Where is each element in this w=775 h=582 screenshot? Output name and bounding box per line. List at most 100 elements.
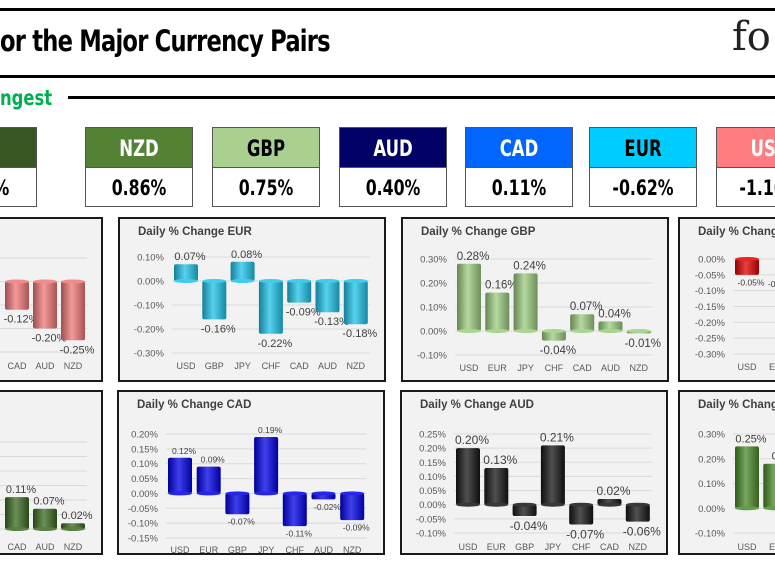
data-label: 0.02% xyxy=(596,484,630,498)
x-tick-label: JPY xyxy=(234,361,251,371)
bar-cap xyxy=(202,279,227,283)
chart-plot: CAD 0.11% AUD 0.07% NZD 0.02% xyxy=(0,441,93,552)
chart-panel: Daily % Chang 0.00% -0.05% -0.10% -0.15% -0.2… xyxy=(678,217,775,382)
currency-code: GBP xyxy=(247,136,285,162)
bar-cap xyxy=(598,329,623,333)
data-label: -0.05% xyxy=(738,277,765,287)
bar-cap xyxy=(343,279,368,283)
bar-cap xyxy=(282,491,307,496)
x-tick-label: USD xyxy=(176,361,196,371)
currency-box-chf: CHF 0.96% xyxy=(0,127,37,207)
data-label: -0.07% xyxy=(228,517,255,527)
data-label: 0.04% xyxy=(598,308,631,320)
data-label: 0.12% xyxy=(172,446,197,456)
x-tick-label: AUD xyxy=(35,361,55,371)
x-tick-label: NZD xyxy=(347,361,366,371)
x-tick-label: EU xyxy=(769,362,775,372)
y-tick-label: -0.10% xyxy=(128,519,159,530)
bar-cap xyxy=(33,279,57,284)
y-tick-label: 0.15% xyxy=(419,458,446,469)
x-tick-label: JPY xyxy=(517,363,534,373)
x-tick-label: NZD xyxy=(629,542,648,552)
x-tick-label: GBP xyxy=(515,542,534,552)
x-tick-label: CAD xyxy=(7,361,27,371)
chart-panel: Daily % Change AUD 0.25% 0.20% 0.15% 0.10% 0.… xyxy=(400,390,668,555)
bar-aud xyxy=(33,281,57,329)
x-tick-label: USD xyxy=(170,545,190,553)
bar-cap xyxy=(254,491,279,496)
data-label: -0.25% xyxy=(60,344,95,356)
bar-nzd xyxy=(340,493,365,521)
y-tick-label: 0.00% xyxy=(698,504,725,515)
data-label: 0.25% xyxy=(735,433,766,445)
section-label: ngest xyxy=(0,86,53,110)
data-label: 0.19% xyxy=(258,425,283,435)
bar-jpy xyxy=(540,445,565,505)
bar-cap xyxy=(456,502,480,507)
x-tick-label: AUD xyxy=(601,363,621,373)
y-tick-label: -0.10% xyxy=(695,529,726,540)
currency-change: 0.96% xyxy=(0,177,9,201)
bar-cap xyxy=(61,279,85,284)
currency-box-graphic: CAD 0.11% xyxy=(466,128,572,201)
y-tick-label: 0.20% xyxy=(419,444,446,455)
bar-cad xyxy=(5,497,29,529)
x-tick-label: CHF xyxy=(545,363,564,373)
bar-usd xyxy=(174,264,198,281)
bar-cap xyxy=(168,491,192,496)
data-label: -0.12% xyxy=(4,314,39,326)
bar-cap xyxy=(570,329,595,333)
bar-usd xyxy=(168,457,192,494)
currency-box-usd: USD -1.10% xyxy=(716,127,775,207)
chart-panel: Daily % Chang 0.30% 0.20% 0.10% 0.00% -0.10% U… xyxy=(678,390,775,555)
y-tick-label: 0.10% xyxy=(131,459,158,470)
bar-cap xyxy=(315,279,340,283)
section-rule xyxy=(68,96,775,99)
bar-jpy xyxy=(254,436,279,494)
data-label: 0.08% xyxy=(231,249,262,261)
bar-cap xyxy=(258,279,283,283)
currency-header-bg xyxy=(213,128,319,167)
data-label: -0.20% xyxy=(32,333,67,345)
bar-jpy xyxy=(513,273,538,331)
bar-chf xyxy=(258,281,283,334)
x-tick-label: EU xyxy=(769,542,775,552)
bar-eur xyxy=(485,292,510,331)
chart-plot: Daily % Change CAD 0.20% 0.15% 0.10% 0.05% 0.… xyxy=(128,399,370,553)
y-tick-label: 0.00% xyxy=(137,277,164,288)
chart-plot: Daily % Chang 0.30% 0.20% 0.10% 0.00% -0.10% U… xyxy=(695,399,775,552)
y-tick-label: 0.10% xyxy=(698,479,725,490)
y-tick-label: -0.20% xyxy=(695,318,726,329)
x-tick-label: CHF xyxy=(286,545,305,553)
x-tick-label: GBP xyxy=(228,545,247,553)
currency-box-gbp: GBP 0.75% xyxy=(212,127,320,207)
x-tick-label: CAD xyxy=(600,542,620,552)
y-tick-label: -0.10% xyxy=(417,351,448,362)
bar-cap xyxy=(626,329,651,333)
chart-title: Daily % Chang xyxy=(698,399,775,411)
chart-plot: Daily % Change AUD 0.25% 0.20% 0.15% 0.10% 0.… xyxy=(416,399,661,552)
currency-change: 0.75% xyxy=(239,177,294,201)
y-tick-label: -0.15% xyxy=(695,302,726,313)
currency-header-bg xyxy=(340,128,446,167)
chart-panel: Daily % Change EUR 0.10% 0.00% -0.10% -0.20%… xyxy=(118,217,386,382)
chart-plot: CAD -0.12% AUD -0.20% NZD -0.25% xyxy=(0,257,95,371)
bar-nzd xyxy=(343,281,368,325)
bar-cap xyxy=(311,491,336,496)
data-label: -0.06% xyxy=(623,525,661,539)
data-label: 0.07% xyxy=(33,496,64,508)
currency-code: EUR xyxy=(624,136,661,162)
bar-cad xyxy=(5,281,29,310)
y-tick-label: 0.10% xyxy=(420,303,447,314)
bar-cap xyxy=(484,502,509,507)
y-tick-label: 0.20% xyxy=(698,454,725,465)
y-tick-label: 0.20% xyxy=(420,279,447,290)
currency-box-graphic: CHF 0.96% xyxy=(0,128,36,201)
data-label: -0.18% xyxy=(342,328,377,340)
bar-cap xyxy=(287,279,312,283)
bar-gbp xyxy=(225,493,250,515)
bar-aud xyxy=(33,508,57,529)
bar-chf xyxy=(569,504,594,525)
chart-title: Daily % Change GBP xyxy=(421,226,536,238)
bar-cap xyxy=(5,279,29,284)
